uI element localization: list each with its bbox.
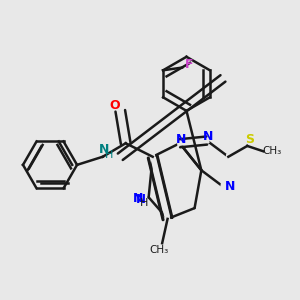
Text: N: N bbox=[133, 192, 143, 205]
Text: CH₃: CH₃ bbox=[262, 146, 281, 156]
Text: N: N bbox=[203, 130, 213, 143]
Text: F: F bbox=[184, 58, 193, 71]
Text: N: N bbox=[99, 143, 109, 157]
Text: N: N bbox=[136, 194, 146, 206]
Text: CH₃: CH₃ bbox=[150, 245, 169, 255]
Text: S: S bbox=[245, 133, 254, 146]
Text: O: O bbox=[110, 99, 120, 112]
Text: N: N bbox=[176, 133, 186, 146]
Text: H: H bbox=[140, 199, 148, 208]
Text: N: N bbox=[224, 180, 235, 193]
Text: H: H bbox=[105, 150, 114, 161]
